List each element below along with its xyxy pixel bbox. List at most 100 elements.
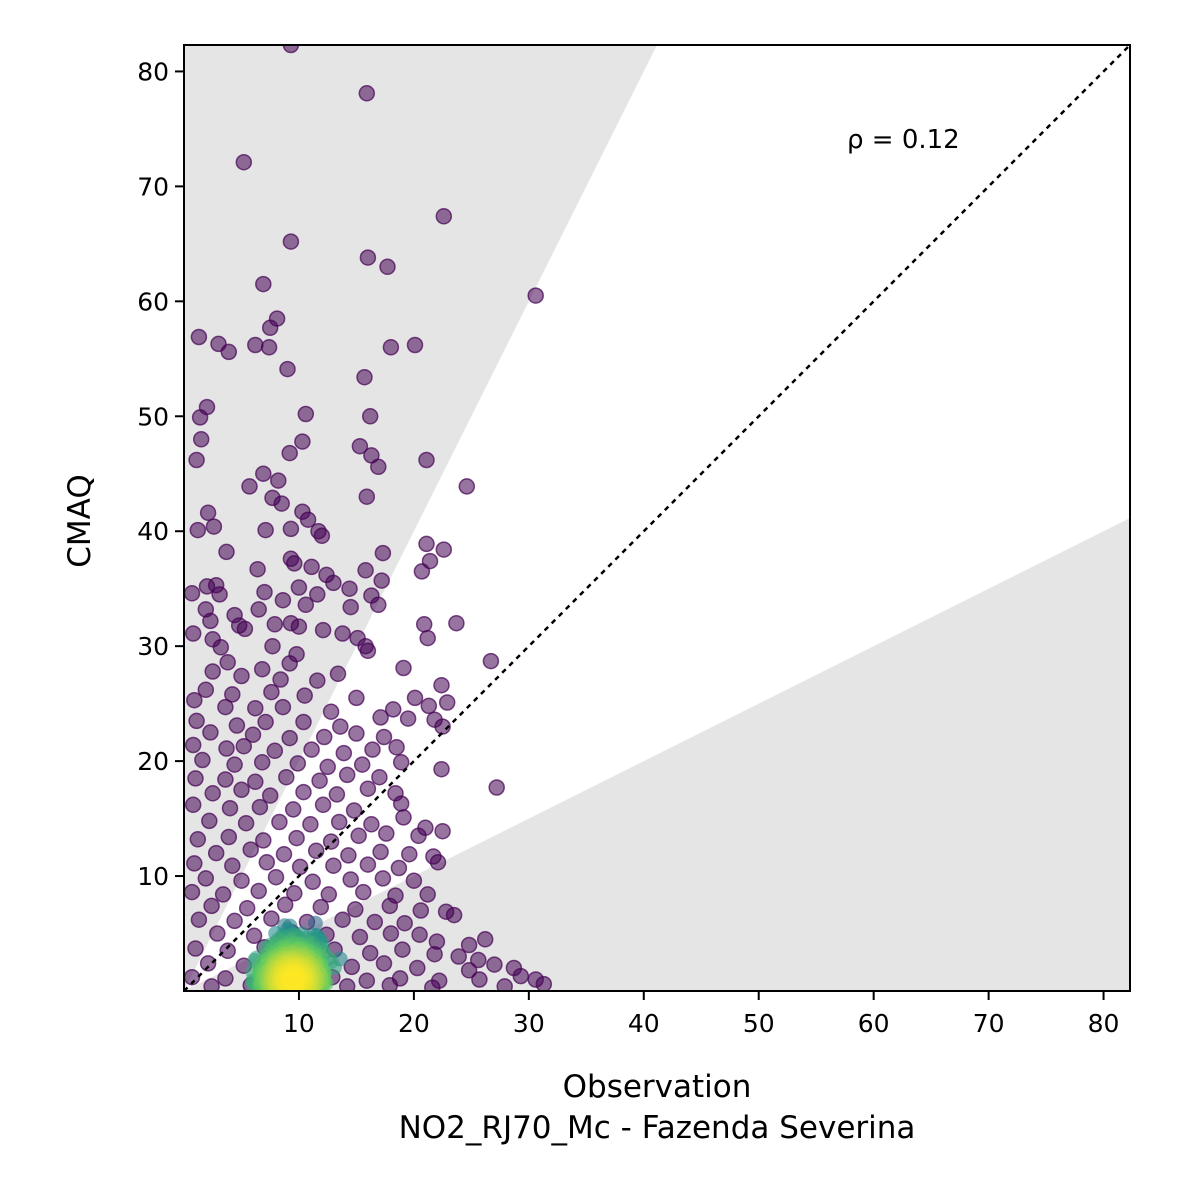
data-point-106 xyxy=(329,665,347,683)
points-layer xyxy=(184,45,553,991)
data-point-97 xyxy=(219,654,236,671)
data-point-263 xyxy=(343,958,361,976)
data-point-152 xyxy=(433,760,450,778)
data-point-287 xyxy=(496,978,513,991)
data-point-142 xyxy=(335,744,353,762)
data-point-176 xyxy=(201,812,218,830)
data-point-118 xyxy=(322,703,340,720)
data-point-145 xyxy=(194,751,211,769)
data-point-226 xyxy=(312,898,330,916)
data-point-148 xyxy=(289,755,307,772)
data-point-204 xyxy=(325,857,342,874)
data-point-236 xyxy=(366,913,384,931)
data-point-6 xyxy=(379,258,396,276)
data-point-157 xyxy=(311,772,328,789)
data-point-101 xyxy=(395,659,412,677)
data-point-78 xyxy=(202,612,219,630)
data-point-84 xyxy=(448,614,465,632)
data-point-209 xyxy=(233,872,250,889)
data-point-116 xyxy=(247,699,264,717)
data-point-112 xyxy=(348,689,365,707)
data-point-149 xyxy=(319,758,336,776)
data-point-146 xyxy=(226,756,243,773)
data-point-277 xyxy=(471,971,488,988)
data-point-26 xyxy=(351,437,369,455)
x-axis: 10 20 30 40 50 60 70 80 xyxy=(283,991,1119,1038)
data-point-218 xyxy=(286,885,303,902)
data-point-179 xyxy=(302,816,319,833)
x-tick-label-60: 60 xyxy=(858,1009,890,1038)
data-point-103 xyxy=(233,667,250,685)
data-point-131 xyxy=(244,726,262,743)
data-point-220 xyxy=(355,883,372,901)
data-point-151 xyxy=(392,754,410,771)
data-point-183 xyxy=(434,822,451,840)
data-point-245 xyxy=(411,926,428,943)
data-point-80 xyxy=(266,616,284,633)
data-point-98 xyxy=(482,652,500,670)
data-point-16 xyxy=(382,339,400,356)
data-point-76 xyxy=(342,598,359,616)
data-point-83 xyxy=(415,616,433,633)
data-point-2 xyxy=(235,153,253,171)
data-point-159 xyxy=(371,768,388,786)
data-point-210 xyxy=(267,868,285,886)
y-tick-label-60: 60 xyxy=(137,287,169,316)
data-point-11 xyxy=(190,328,208,346)
data-point-224 xyxy=(238,899,256,917)
data-point-56 xyxy=(357,562,374,579)
data-point-229 xyxy=(412,902,430,919)
data-point-141 xyxy=(303,741,320,758)
density-mark-0 xyxy=(307,915,323,931)
data-point-166 xyxy=(359,780,377,797)
data-point-18 xyxy=(279,360,296,378)
data-point-280 xyxy=(535,975,553,991)
data-point-247 xyxy=(460,936,478,954)
data-point-87 xyxy=(236,620,254,638)
data-point-278 xyxy=(512,967,530,985)
data-point-32 xyxy=(255,465,272,482)
data-point-113 xyxy=(406,689,424,707)
data-point-169 xyxy=(221,799,239,817)
data-point-85 xyxy=(184,625,202,642)
data-point-270 xyxy=(217,970,234,987)
data-point-281 xyxy=(203,978,220,991)
data-point-239 xyxy=(209,925,226,942)
x-tick-label-30: 30 xyxy=(513,1009,545,1038)
data-point-150 xyxy=(353,756,371,773)
data-point-77 xyxy=(370,596,387,614)
y-tick-label-50: 50 xyxy=(137,402,169,431)
data-point-139 xyxy=(235,737,253,755)
data-point-64 xyxy=(290,579,308,596)
data-point-189 xyxy=(350,827,367,845)
data-point-192 xyxy=(207,844,225,862)
data-point-155 xyxy=(247,773,264,791)
data-point-206 xyxy=(390,859,408,877)
data-point-41 xyxy=(299,511,317,528)
data-point-202 xyxy=(258,854,276,871)
data-point-96 xyxy=(359,642,377,660)
data-point-200 xyxy=(186,855,203,872)
x-tick-label-20: 20 xyxy=(398,1009,430,1038)
data-point-225 xyxy=(276,896,294,914)
data-point-49 xyxy=(435,541,453,558)
data-point-191 xyxy=(410,827,427,845)
data-point-50 xyxy=(218,543,235,561)
data-point-54 xyxy=(286,555,303,572)
data-point-104 xyxy=(272,671,289,688)
data-point-208 xyxy=(197,870,215,887)
data-point-19 xyxy=(356,368,373,386)
data-point-128 xyxy=(399,710,417,727)
data-point-33 xyxy=(270,472,287,489)
data-point-214 xyxy=(405,872,423,889)
data-point-163 xyxy=(261,787,279,804)
data-point-165 xyxy=(328,786,346,803)
data-point-61 xyxy=(373,572,390,589)
data-point-99 xyxy=(281,655,298,672)
data-point-233 xyxy=(263,910,280,927)
data-point-231 xyxy=(190,911,208,928)
data-point-265 xyxy=(409,959,426,977)
data-point-14 xyxy=(247,336,264,354)
data-point-122 xyxy=(188,712,205,730)
